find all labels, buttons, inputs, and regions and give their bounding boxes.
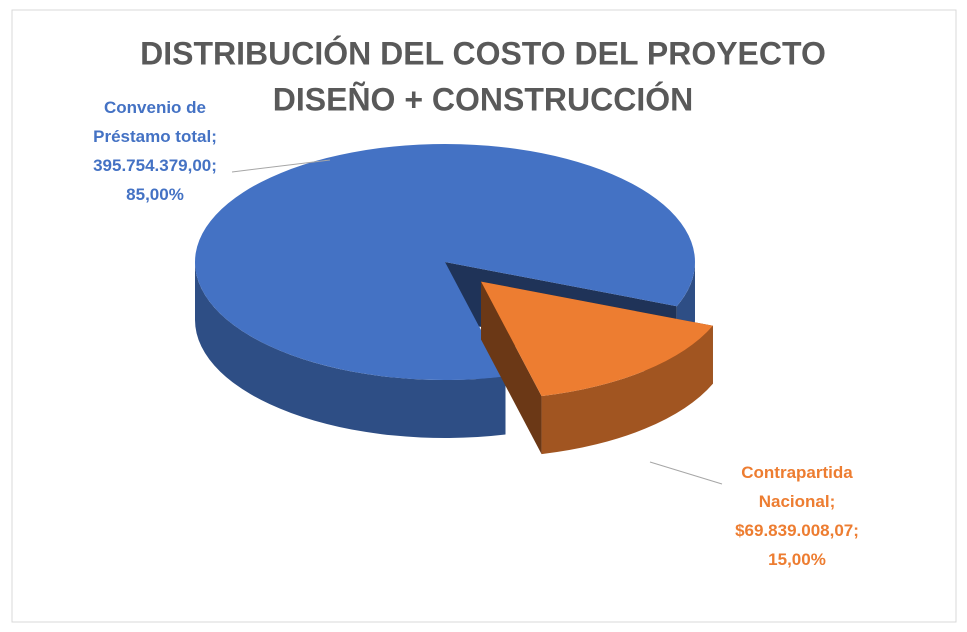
data-label: Convenio de Préstamo total; 395.754.379,0… (70, 93, 240, 209)
label-line: Contrapartida Nacional; (712, 458, 882, 516)
slice (195, 144, 695, 381)
label-text: 15,00% (768, 550, 826, 569)
label-line: Convenio de Préstamo total; (70, 93, 240, 151)
slice-wall (481, 281, 542, 455)
pie (195, 144, 713, 455)
slice (481, 281, 713, 455)
label-text: ; (211, 127, 217, 146)
chart-title: DISTRIBUCIÓN DEL COSTO DEL PROYECTO (140, 35, 826, 71)
label-text: $69.839.008,07 (735, 521, 854, 540)
label-text: ; (853, 521, 859, 540)
label-text: ; (829, 492, 836, 511)
slice-side (541, 325, 713, 455)
label-text: ; (211, 156, 217, 175)
label-text: Convenio de Préstamo total (93, 98, 212, 146)
slice-side (195, 262, 506, 439)
label-line: $69.839.008,07; (712, 516, 882, 545)
leader-line (649, 461, 723, 485)
label-text: Contrapartida Nacional (741, 463, 853, 511)
label-text: 85,00% (126, 185, 184, 204)
label-line: 395.754.379,00; (70, 151, 240, 180)
chart-title: DISEÑO + CONSTRUCCIÓN (273, 81, 693, 117)
data-label: Contrapartida Nacional; $69.839.008,07; 15… (712, 458, 882, 574)
leader-line (231, 159, 331, 173)
label-text: 395.754.379,00 (93, 156, 212, 175)
slice (481, 281, 713, 397)
